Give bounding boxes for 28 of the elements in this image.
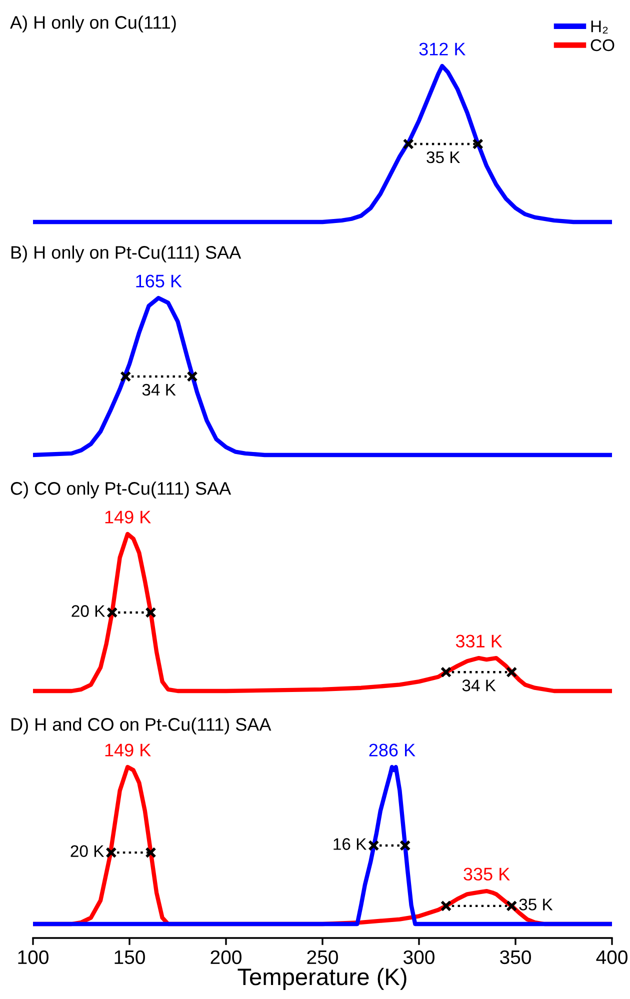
x-axis-title: Temperature (K) <box>238 968 406 990</box>
annotation: 20 K <box>72 605 105 617</box>
x-tick-label: 400 <box>596 950 628 964</box>
annotation: 335 K <box>464 868 510 881</box>
annotation: 34 K <box>462 680 496 692</box>
x-tick-label: 300 <box>404 950 434 964</box>
legend-label: H₂ <box>591 20 608 34</box>
chart-title: C) CO only Pt-Cu(111) SAA <box>10 482 232 498</box>
annotation: 35 K <box>519 898 553 910</box>
x-tick-label: 100 <box>18 950 48 964</box>
annotation: 331 K <box>456 634 502 648</box>
annotation: 34 K <box>142 384 176 396</box>
chart-title: D) H and CO on Pt-Cu(111) SAA <box>11 718 272 734</box>
annotation: 16 K <box>334 838 367 850</box>
annotation: 149 K <box>105 510 151 524</box>
x-tick-label: 200 <box>210 950 242 964</box>
annotation: 20 K <box>70 845 104 858</box>
annotation: 35 K <box>426 151 460 164</box>
x-tick-label: 250 <box>307 950 338 964</box>
annotation: 312 K <box>419 42 466 56</box>
annotation: 149 K <box>105 744 151 756</box>
x-tick-label: 350 <box>500 950 531 964</box>
annotation: 286 K <box>369 744 416 756</box>
annotation: 165 K <box>136 274 182 288</box>
x-tick-label: 150 <box>114 950 145 964</box>
chart-title: A) H only on Cu(111) <box>10 16 176 32</box>
legend-label: CO <box>590 39 614 52</box>
chart-title: B) H only on Pt-Cu(111) SAA <box>11 246 242 262</box>
